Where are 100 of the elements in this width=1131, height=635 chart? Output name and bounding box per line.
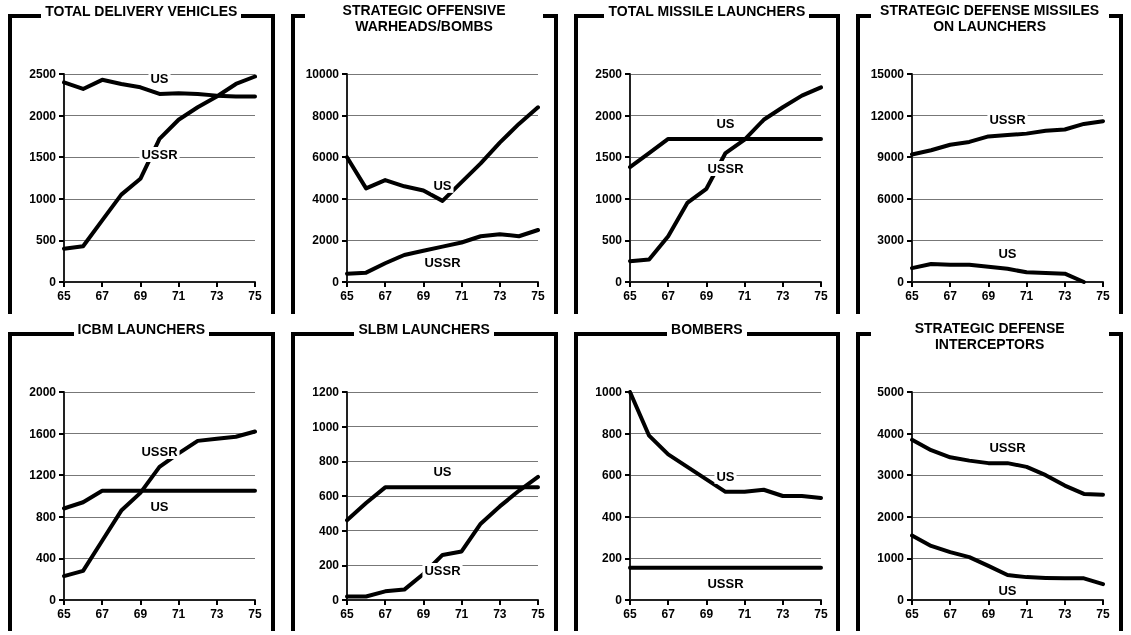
chart-title: STRATEGIC DEFENSE INTERCEPTORS: [870, 319, 1109, 352]
y-tick-label: 2000: [29, 384, 57, 399]
x-tick-label: 75: [1096, 289, 1111, 303]
x-tick-label: 65: [57, 289, 71, 303]
x-tick-label: 73: [492, 289, 507, 303]
y-tick-label: 1200: [29, 467, 57, 482]
series-label: US: [998, 582, 1018, 598]
x-tick-label: 67: [95, 606, 110, 621]
y-tick-label: 10000: [305, 67, 340, 81]
x-tick-label: 69: [981, 289, 996, 303]
y-tick-label: 0: [332, 592, 340, 607]
y-tick-label: 800: [601, 426, 622, 441]
x-tick-label: 75: [813, 289, 828, 303]
y-tick-label: 0: [614, 275, 622, 289]
x-tick-label: 65: [57, 606, 71, 621]
y-tick-label: 4000: [312, 191, 340, 206]
y-tick-label: 1000: [594, 384, 622, 399]
x-tick-label: 73: [210, 606, 224, 621]
chart-title: TOTAL DELIVERY VEHICLES: [41, 3, 242, 19]
series-label: US: [715, 468, 735, 484]
series-label: US: [150, 498, 169, 514]
y-tick-label: 5000: [877, 384, 905, 399]
x-tick-label: 67: [661, 289, 675, 303]
y-tick-label: 500: [35, 233, 57, 248]
y-tick-label: 600: [601, 467, 622, 482]
line-series: [62, 429, 257, 578]
x-tick-label: 71: [171, 289, 186, 303]
x-tick-label: 69: [416, 289, 431, 303]
chart-title: BOMBERS: [667, 320, 747, 337]
y-tick-label: 2500: [594, 67, 622, 81]
y-tick-label: 2000: [29, 108, 57, 123]
y-tick-label: 3000: [877, 467, 905, 482]
y-tick-label: 0: [49, 592, 57, 607]
chart-title: STRATEGIC DEFENSE MISSILES ON LAUNCHERS: [870, 2, 1109, 34]
y-tick-label: 1200: [312, 384, 340, 399]
series-label: US: [433, 177, 452, 193]
x-tick-label: 69: [699, 606, 713, 621]
y-tick-label: 200: [318, 557, 340, 572]
x-tick-label: 71: [454, 606, 469, 621]
y-tick-label: 8000: [312, 108, 340, 123]
series-label: US: [433, 463, 452, 479]
x-tick-label: 71: [1020, 606, 1034, 621]
series-label: USSR: [141, 146, 179, 162]
y-tick-label: 3000: [877, 233, 905, 248]
x-tick-label: 75: [531, 289, 545, 303]
series-label: USSR: [989, 439, 1027, 455]
y-tick-label: 1000: [877, 550, 905, 565]
x-tick-label: 67: [661, 606, 675, 621]
y-tick-label: 2000: [312, 233, 340, 248]
series-label: USSR: [706, 575, 744, 591]
y-tick-label: 6000: [877, 191, 905, 206]
x-tick-label: 71: [454, 289, 469, 303]
x-tick-label: 75: [248, 606, 262, 621]
line-series: [910, 261, 1087, 284]
x-tick-label: 75: [531, 606, 545, 621]
x-tick-label: 67: [378, 606, 392, 621]
y-tick-label: 1000: [312, 419, 340, 434]
x-tick-label: 73: [492, 606, 507, 621]
line-series: [62, 74, 257, 251]
y-tick-label: 12000: [870, 108, 905, 123]
x-tick-label: 65: [340, 289, 354, 303]
x-tick-label: 71: [737, 289, 752, 303]
x-tick-label: 65: [905, 606, 920, 621]
y-tick-label: 1500: [594, 150, 622, 165]
line-series: [910, 437, 1106, 497]
x-tick-label: 67: [943, 289, 958, 303]
y-tick-label: 2500: [29, 67, 57, 81]
series-label: US: [998, 245, 1018, 261]
y-tick-label: 2000: [877, 509, 905, 524]
line-series: [910, 533, 1106, 586]
series-label: USSR: [989, 112, 1027, 128]
x-tick-label: 65: [905, 289, 920, 303]
y-tick-label: 1000: [29, 191, 57, 206]
y-tick-label: 1500: [29, 150, 57, 165]
y-tick-label: 800: [318, 453, 340, 468]
x-tick-label: 65: [340, 606, 354, 621]
y-tick-label: 600: [318, 488, 340, 503]
y-tick-label: 500: [601, 233, 622, 248]
line-series: [627, 85, 823, 264]
series-label: USSR: [424, 254, 461, 270]
x-tick-label: 73: [1058, 289, 1073, 303]
y-tick-label: 15000: [870, 67, 905, 81]
y-tick-label: 800: [35, 509, 57, 524]
x-tick-label: 73: [775, 289, 790, 303]
y-tick-label: 4000: [877, 426, 905, 441]
x-tick-label: 69: [981, 606, 996, 621]
x-tick-label: 69: [133, 606, 148, 621]
x-tick-label: 67: [378, 289, 392, 303]
x-tick-label: 71: [1020, 289, 1034, 303]
x-tick-label: 75: [248, 289, 262, 303]
x-tick-label: 71: [171, 606, 186, 621]
y-tick-label: 400: [35, 550, 57, 565]
x-tick-label: 69: [699, 289, 713, 303]
y-tick-label: 9000: [877, 150, 905, 165]
chart-title: ICBM LAUNCHERS: [73, 320, 210, 337]
y-tick-label: 0: [332, 275, 340, 289]
x-tick-label: 69: [133, 289, 148, 303]
series-label: USSR: [424, 562, 461, 578]
y-tick-label: 0: [897, 592, 905, 607]
x-tick-label: 65: [622, 606, 637, 621]
